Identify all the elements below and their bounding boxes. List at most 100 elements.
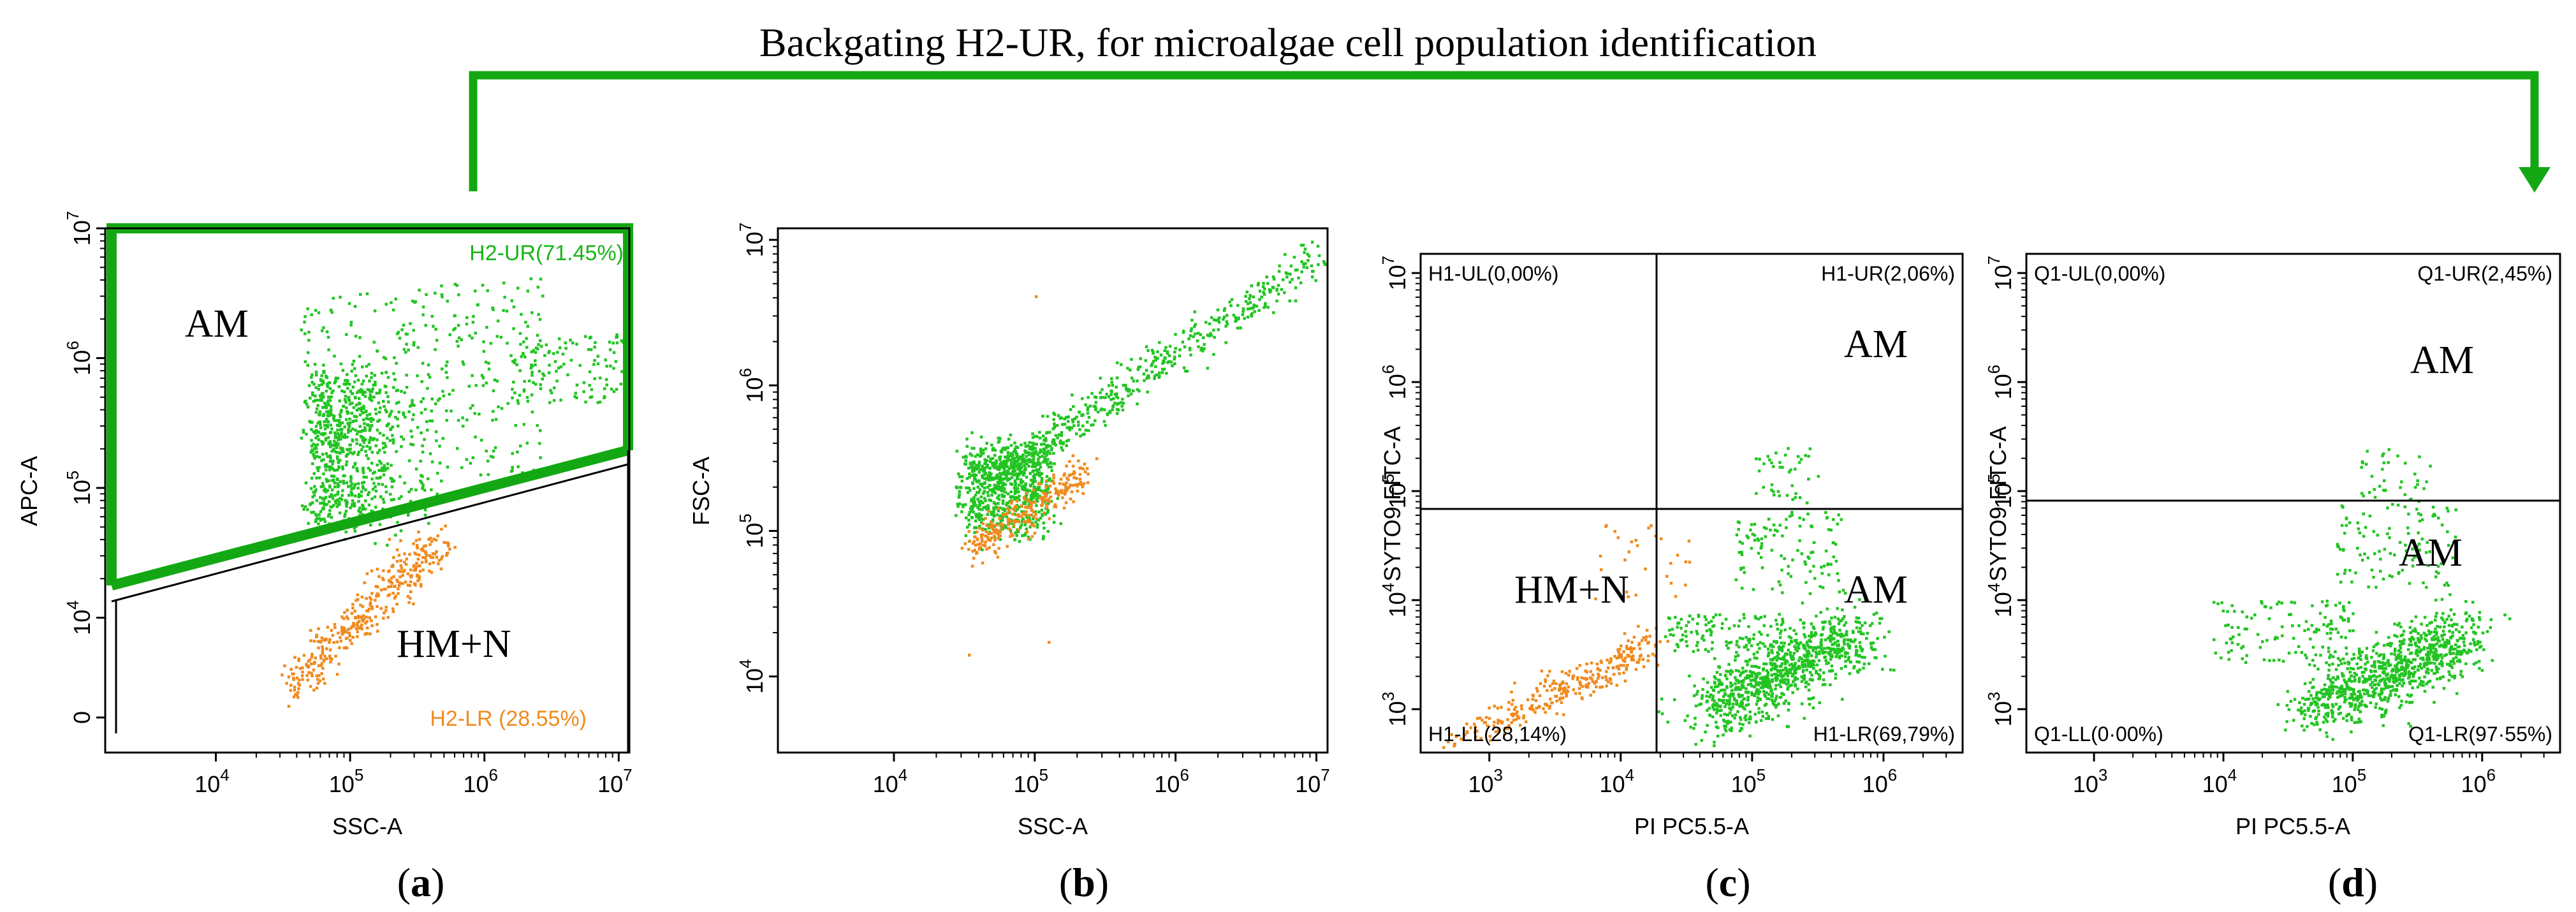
data-point [285,682,288,685]
data-point [322,395,325,398]
data-point [1780,554,1783,557]
data-point [298,666,302,670]
data-point [2358,702,2362,705]
data-point [323,520,327,523]
data-point [400,445,403,448]
data-point [1718,705,1722,709]
data-point [992,511,995,514]
data-point [1819,585,1822,588]
data-point [1264,302,1267,305]
data-point [342,450,345,453]
data-point [2313,664,2316,667]
data-point [390,582,394,585]
data-point [1020,485,1024,489]
data-point [516,402,520,405]
data-point [970,431,974,434]
data-point [325,490,328,494]
data-point [1756,696,1760,700]
data-point [1820,644,1823,647]
data-point [1153,355,1157,359]
data-point [1821,628,1825,631]
data-point [1001,482,1004,485]
data-point [457,336,461,339]
data-point [474,290,477,293]
data-point [1223,307,1227,311]
data-point [415,561,418,565]
data-point [339,433,343,436]
data-point [1271,286,1275,289]
data-point [1473,723,1476,726]
data-point [1752,588,1755,591]
data-point [316,443,319,446]
data-point [986,513,990,516]
data-point [1760,676,1764,679]
data-point [392,610,395,614]
data-point [1729,681,1732,685]
data-point [1054,443,1057,447]
data-point [1132,379,1136,383]
data-point [1778,683,1781,686]
data-point [1289,264,1293,268]
data-point [1711,715,1715,719]
data-point [317,438,321,441]
data-point [2435,668,2438,671]
data-point [327,414,330,418]
data-point [319,426,323,429]
data-point [350,369,353,373]
data-point [1711,641,1714,644]
data-point [355,415,358,418]
data-point [1130,376,1134,379]
data-point [1705,629,1709,633]
data-point [1052,473,1055,477]
data-point [332,415,336,418]
data-point [1717,691,1720,694]
data-point [1110,377,1113,380]
data-point [374,408,377,411]
data-point [1732,692,1735,696]
data-point [1107,395,1111,399]
data-point [392,439,395,442]
data-point [329,423,332,427]
data-point [1500,705,1503,709]
data-point [368,388,371,392]
data-point [1804,665,1807,668]
data-point [1791,497,1794,501]
data-point [352,360,356,363]
data-point [337,490,340,494]
data-point [353,623,356,627]
data-point [1794,647,1797,651]
data-point [1825,662,1828,665]
data-point [2334,668,2338,672]
data-point [301,666,304,670]
data-point [1786,660,1789,664]
data-point [1837,622,1841,626]
data-point [1740,727,1744,730]
data-point [1798,496,1802,499]
data-point [1121,397,1124,401]
data-point [518,369,522,372]
data-point [416,346,420,349]
data-point [1046,487,1050,490]
data-point [1026,520,1029,524]
data-point [993,448,997,452]
data-point [435,492,439,496]
data-point [1032,510,1036,514]
data-point [1069,483,1072,487]
data-point [363,426,367,429]
data-point [1064,501,1068,504]
data-point [989,539,992,542]
data-point [1726,719,1730,723]
data-point [331,443,334,447]
data-point [1086,411,1090,415]
data-point [1253,310,1256,313]
data-point [423,513,427,517]
data-point [392,441,395,445]
data-point [1038,451,1041,454]
data-point [1770,489,1773,492]
data-point [1754,672,1757,675]
data-point [320,440,323,443]
data-point [1860,649,1864,652]
data-point [1037,519,1041,522]
data-point [972,487,976,490]
data-point [1012,466,1015,470]
